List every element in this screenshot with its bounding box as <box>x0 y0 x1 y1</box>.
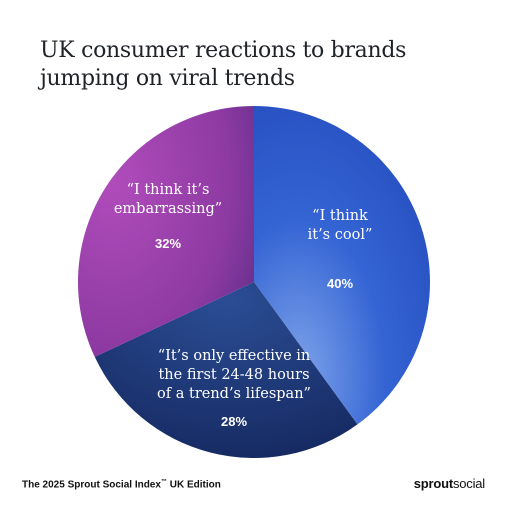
edition-text: UK Edition <box>166 479 221 491</box>
chart-title: UK consumer reactions to brands jumping … <box>40 38 407 91</box>
slice-value-1: 28% <box>221 414 247 429</box>
brand-logo: sproutsocial <box>414 476 485 491</box>
slice-label-2: “I think it’s embarrassing” <box>114 182 222 217</box>
brand-light: social <box>452 476 485 491</box>
pie-slice-2 <box>77 106 255 357</box>
brand-bold: sprout <box>413 476 453 491</box>
source-footnote: The 2025 Sprout Social Index™ UK Edition <box>22 479 221 490</box>
slice-label-0: “I think it’s cool” <box>308 208 373 243</box>
pie-slice-1 <box>94 282 358 458</box>
slice-label-1: “It’s only effective in the first 24-48 h… <box>157 348 311 402</box>
trademark-mark: ™ <box>160 479 167 485</box>
source-text: The 2025 Sprout Social Index <box>22 479 161 491</box>
pie-slice-0 <box>254 106 430 425</box>
slice-value-2: 32% <box>155 236 181 251</box>
slice-value-0: 40% <box>327 276 353 291</box>
